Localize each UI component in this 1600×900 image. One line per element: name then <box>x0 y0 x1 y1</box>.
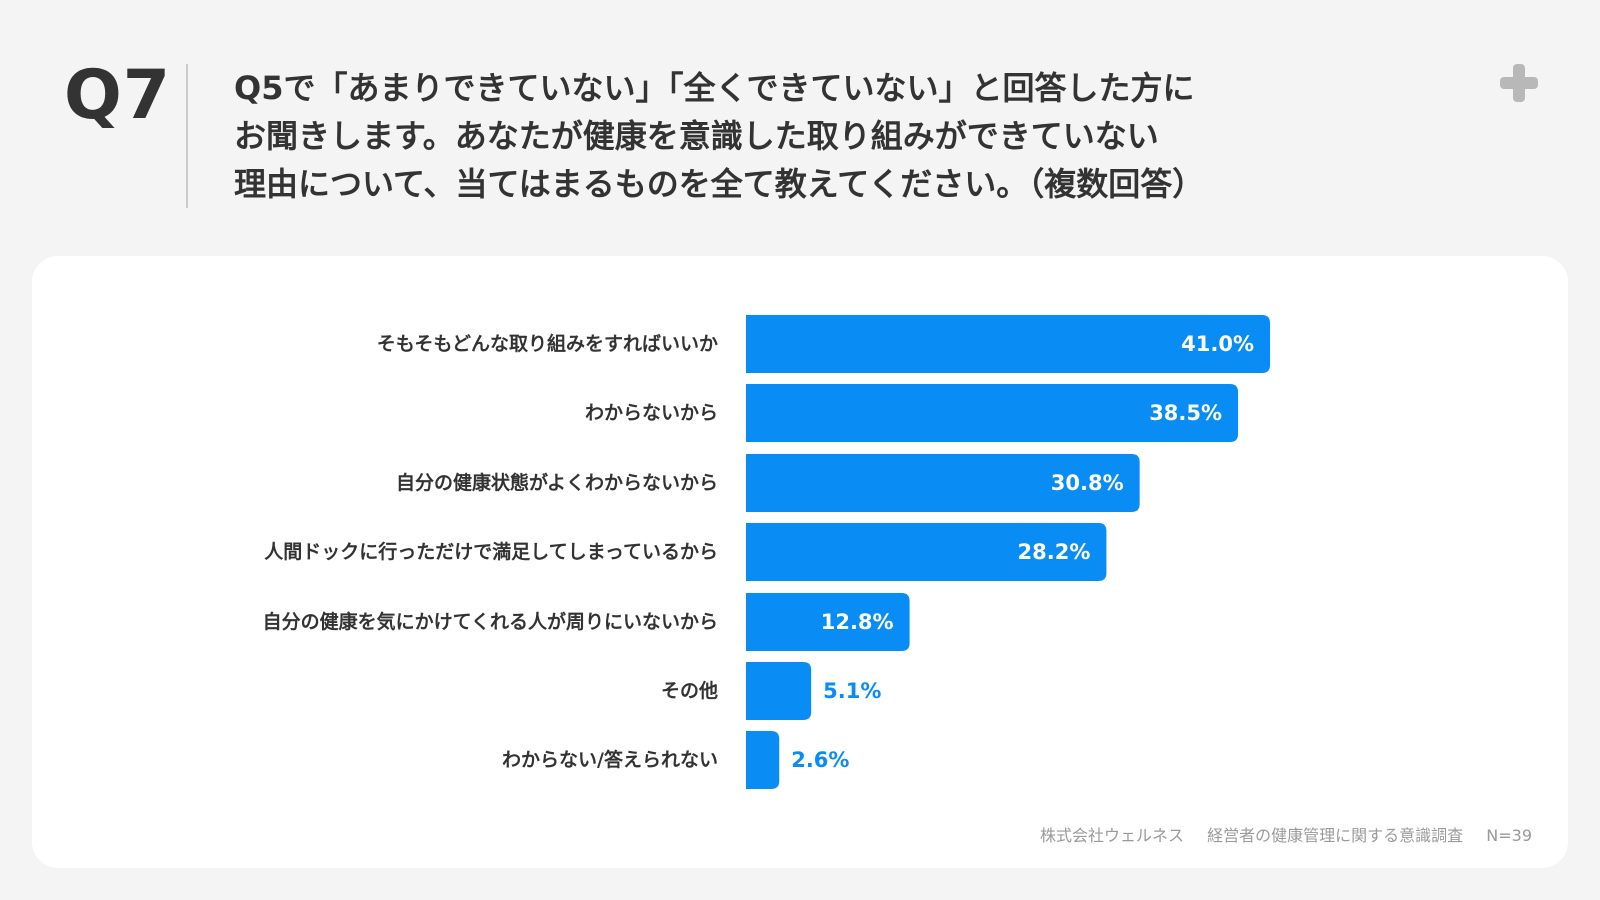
value-label: 5.1% <box>823 679 881 703</box>
value-label: 12.8% <box>821 610 894 634</box>
question-line: お聞きします。あなたが健康を意識した取り組みができていない <box>234 117 1159 155</box>
survey-title: 経営者の健康管理に関する意識調査 <box>1207 826 1464 845</box>
question-number: Q7 <box>64 56 172 135</box>
category-label: その他 <box>661 679 718 702</box>
category-label: 自分の健康を気にかけてくれる人が周りにいないから <box>263 610 718 633</box>
bar <box>746 593 910 651</box>
header-divider <box>186 64 188 208</box>
plus-icon <box>1500 64 1538 102</box>
question-text: Q5で「あまりできていない」「全くできていない」と回答した方に お聞きします。あ… <box>234 64 1384 208</box>
bar <box>746 523 1107 581</box>
category-label: わからない/答えられない <box>502 748 718 771</box>
value-label: 38.5% <box>1149 401 1222 425</box>
category-label: 自分の健康状態がよくわからないから <box>396 471 718 494</box>
value-label: 30.8% <box>1051 471 1124 495</box>
bar <box>746 315 1270 373</box>
source-note: 株式会社ウェルネス 経営者の健康管理に関する意識調査 N=39 <box>1040 822 1532 846</box>
bar <box>746 662 812 720</box>
chart-card: そもそもどんな取り組みをすればいいか 41.0% わからないから 38.5% 自分の健康… <box>32 256 1568 868</box>
source-company: 株式会社ウェルネス <box>1040 826 1185 845</box>
question-line: Q5で「あまりできていない」「全くできていない」と回答した方に <box>234 69 1195 107</box>
question-line: 理由について、当てはまるものを全て教えてください。（複数回答） <box>234 165 1205 203</box>
bar <box>746 384 1239 442</box>
sample-size: N=39 <box>1486 826 1532 845</box>
category-label: わからないから <box>585 402 718 424</box>
value-label: 2.6% <box>791 748 849 772</box>
category-label: 人間ドックに行っただけで満足してしまっているから <box>264 540 718 563</box>
bar-chart: そもそもどんな取り組みをすればいいか 41.0% わからないから 38.5% 自分の健康… <box>263 315 1270 789</box>
category-label: そもそもどんな取り組みをすればいいか <box>377 332 718 355</box>
value-label: 41.0% <box>1181 332 1254 356</box>
bar <box>746 731 780 789</box>
bar <box>746 454 1140 512</box>
value-label: 28.2% <box>1018 540 1091 564</box>
